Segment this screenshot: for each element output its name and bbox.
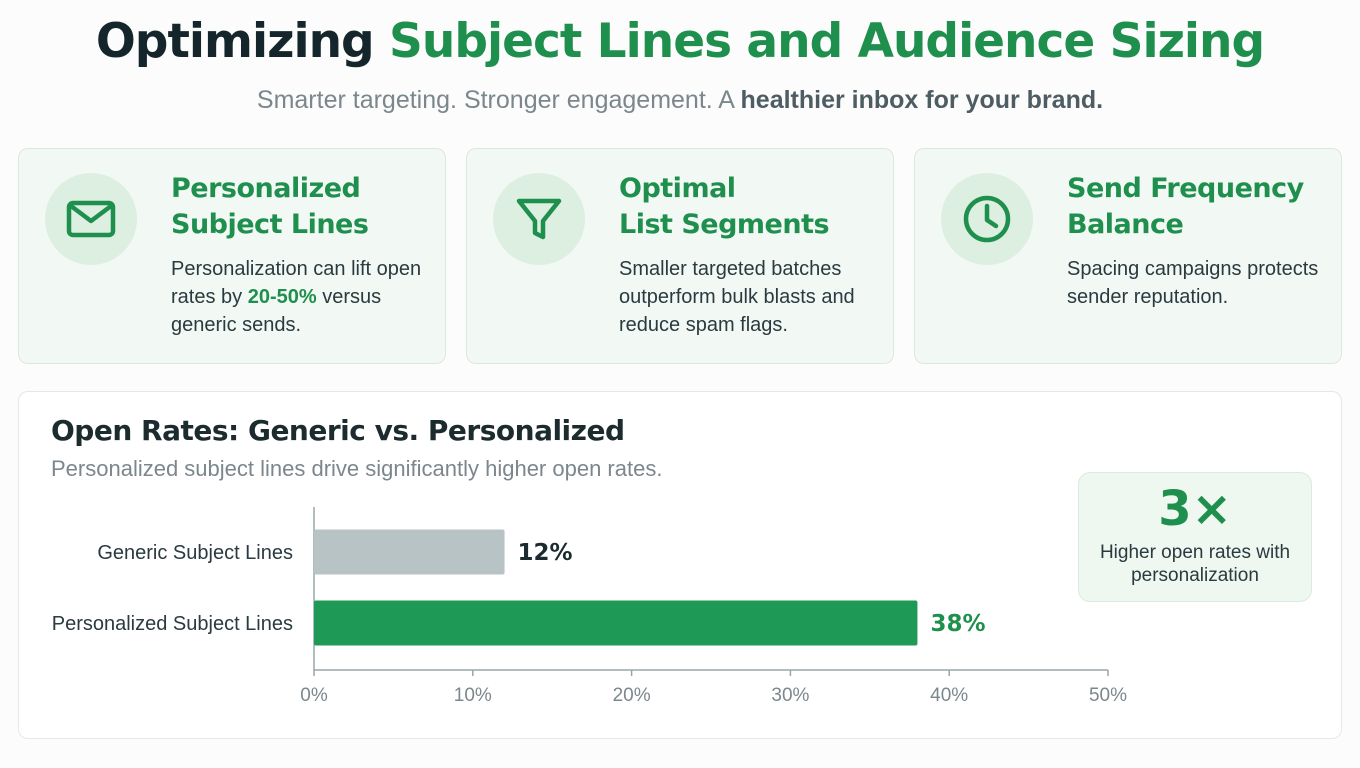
category-label: Personalized Subject Lines [52, 613, 293, 635]
title-part-dark: Optimizing [95, 14, 390, 69]
stat-callout: 3× Higher open rates with personalizatio… [1078, 472, 1312, 602]
card-personalized-subject-lines: Personalized Subject Lines Personalizatio… [18, 148, 446, 364]
x-tick-label: 10% [454, 685, 492, 706]
card-icon-badge [45, 173, 137, 265]
stat-value: 3× [1158, 481, 1232, 537]
chart-panel: Open Rates: Generic vs. Personalized Per… [18, 391, 1342, 739]
card-icon-badge [941, 173, 1033, 265]
envelope-icon [66, 200, 116, 238]
stat-label: Higher open rates with personalization [1099, 542, 1291, 586]
category-label: Generic Subject Lines [97, 542, 293, 564]
bar-chart: 0% 10% 20% 30% 40% 50% Generic Subject Lines 12… [52, 507, 1127, 706]
x-tick-label: 30% [771, 685, 809, 706]
bar-personalized [314, 600, 918, 646]
chart-title: Open Rates: Generic vs. Personalized [51, 414, 625, 447]
card-body: Spacing campaigns protects sender reputa… [1067, 258, 1319, 308]
bar-generic [314, 529, 505, 575]
subtitle-part-strong: healthier inbox for your brand. [740, 86, 1104, 114]
card-title: Optimal List Segments [619, 173, 830, 240]
card-body: Smaller targeted batches outperform bulk… [619, 258, 855, 336]
subtitle-part-plain: Smarter targeting. Stronger engagement. … [256, 86, 741, 114]
card-icon-badge [493, 173, 585, 265]
x-tick-label: 40% [930, 685, 968, 706]
x-tick-label: 20% [613, 685, 651, 706]
card-body: Personalization can lift open rates by 2… [171, 258, 422, 336]
title-part-accent: Subject Lines and Audience Sizing [389, 14, 1265, 69]
card-body-highlight: 20-50% [247, 286, 317, 308]
x-tick-label: 0% [300, 685, 328, 706]
page-title: Optimizing Subject Lines and Audience Si… [0, 14, 1360, 69]
x-tick-label: 50% [1089, 685, 1127, 706]
funnel-icon [516, 198, 562, 240]
card-optimal-list-segments: Optimal List Segments Smaller targeted ba… [466, 148, 894, 364]
page-subtitle: Smarter targeting. Stronger engagement. … [0, 86, 1360, 115]
card-title: Send Frequency Balance [1067, 173, 1304, 240]
clock-icon [963, 195, 1011, 243]
bar-value-label: 12% [518, 540, 573, 566]
card-send-frequency-balance: Send Frequency Balance Spacing campaigns … [914, 148, 1342, 364]
card-title: Personalized Subject Lines [171, 173, 369, 240]
bar-value-label: 38% [930, 611, 985, 637]
chart-subtitle: Personalized subject lines drive signifi… [51, 456, 663, 481]
